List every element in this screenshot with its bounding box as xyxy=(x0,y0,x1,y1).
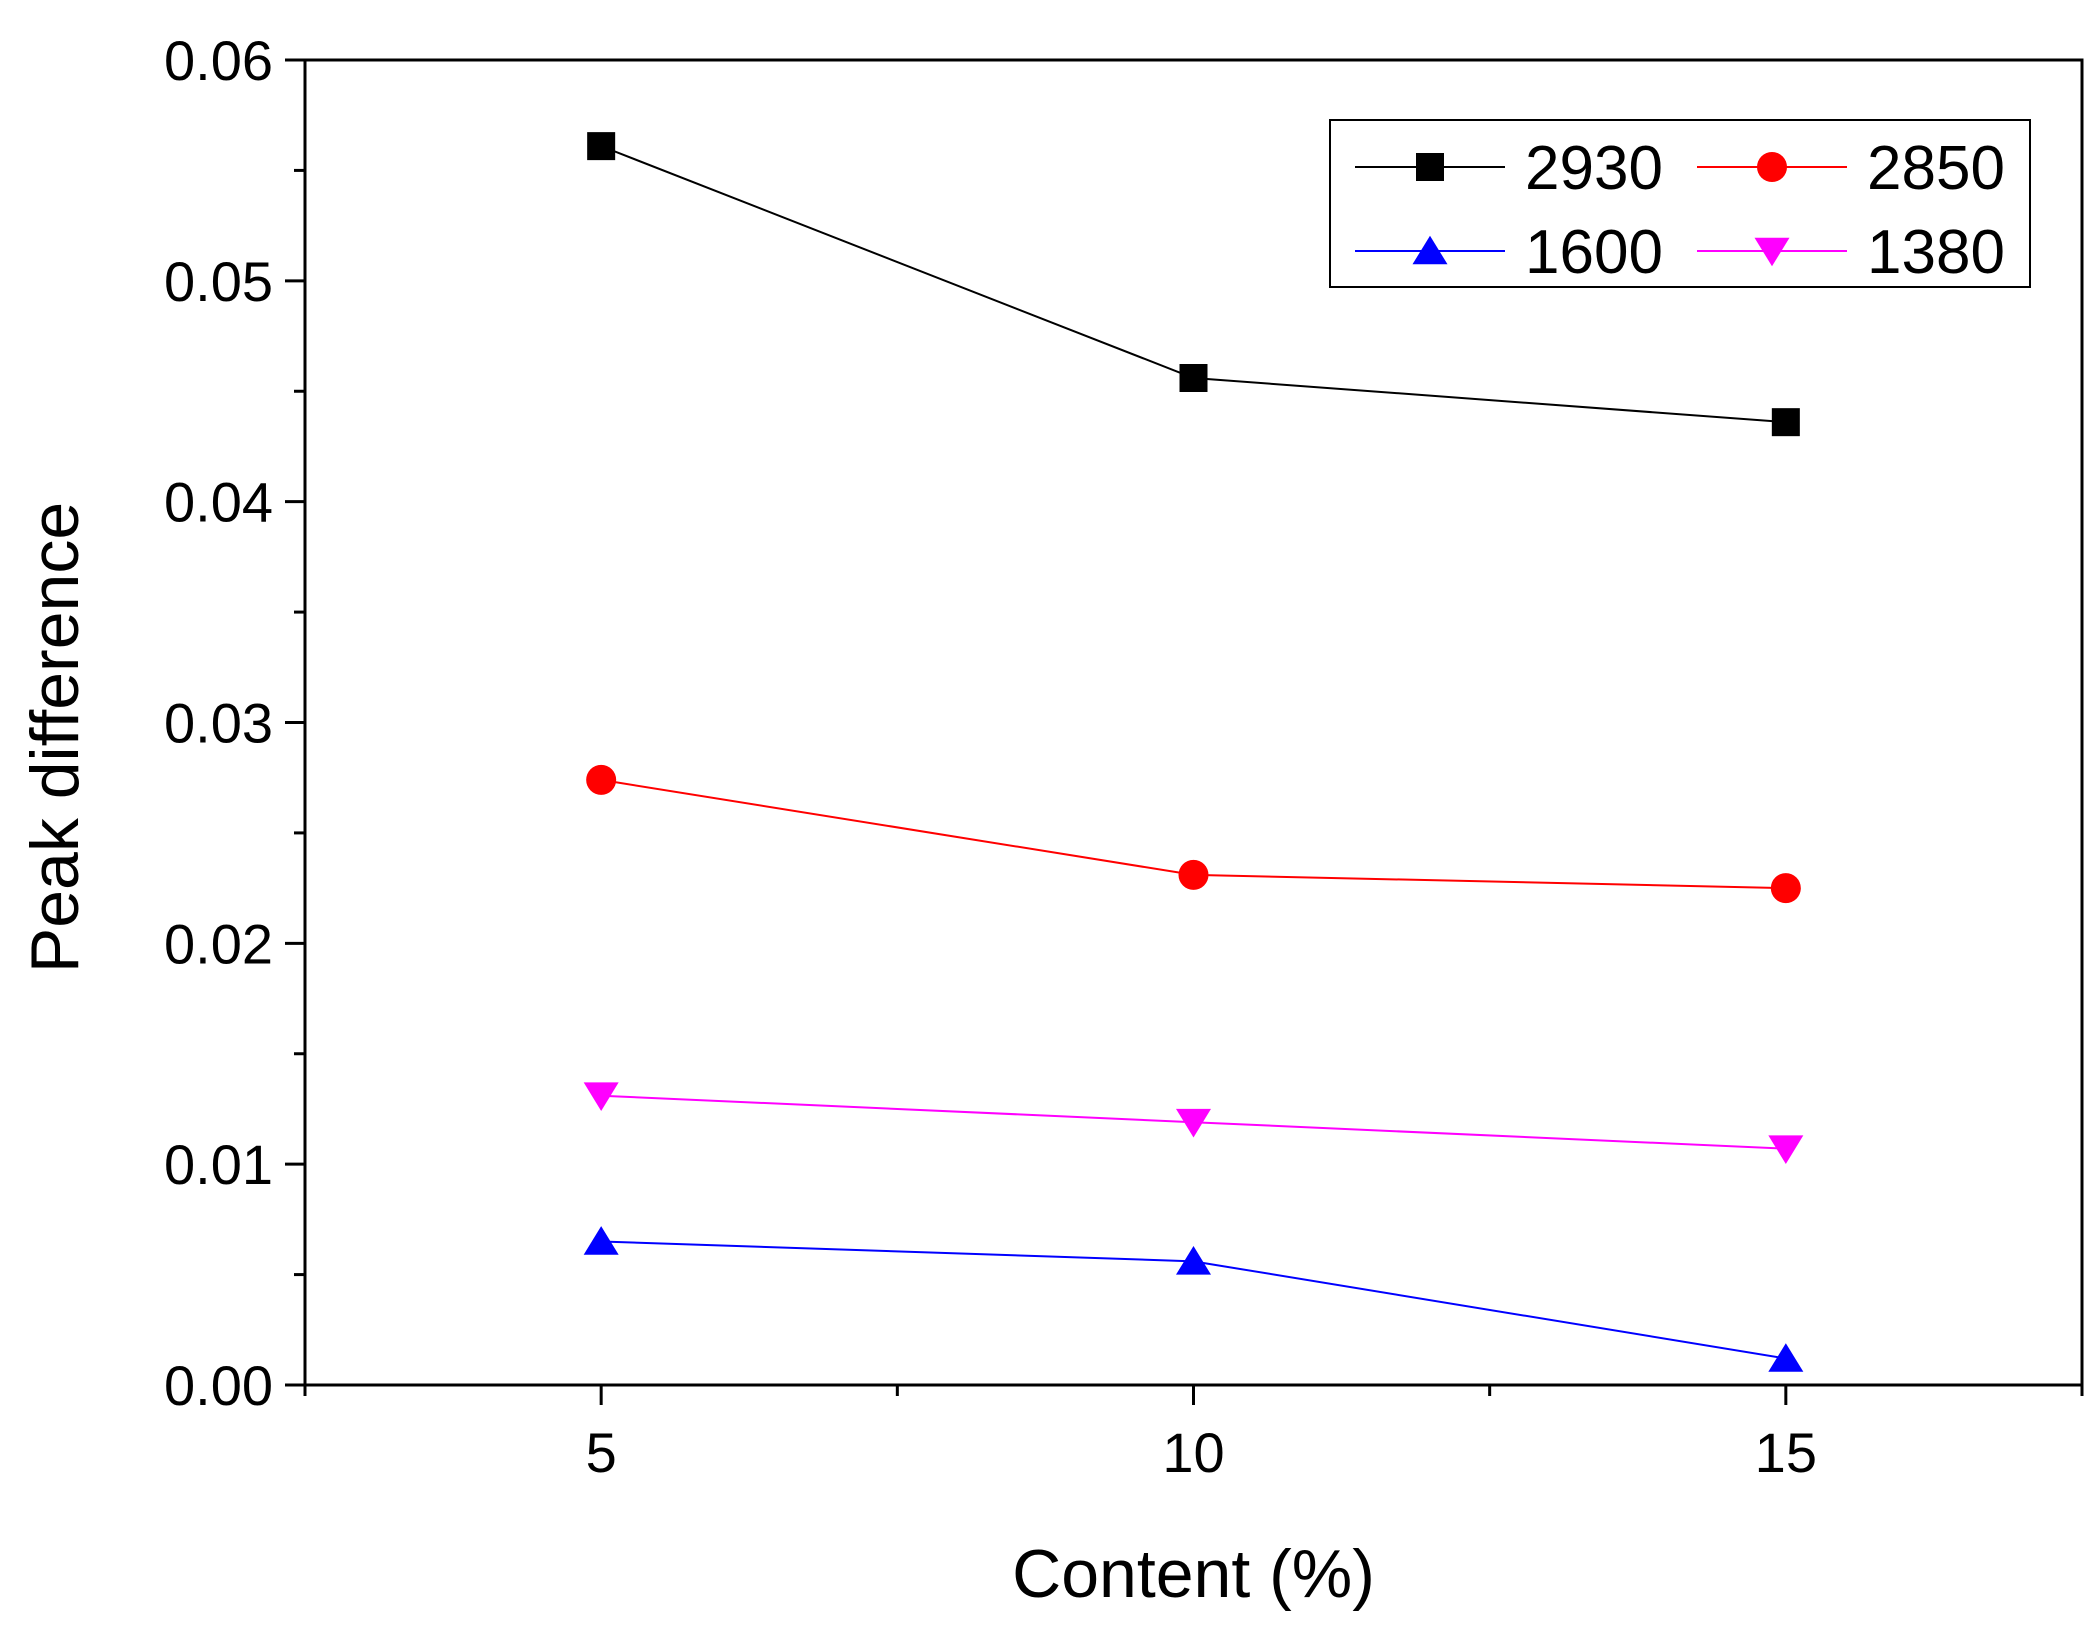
series-1600 xyxy=(583,1226,1804,1372)
series-2930 xyxy=(587,132,1800,437)
legend-marker xyxy=(1416,153,1444,181)
legend-label: 1380 xyxy=(1867,218,2005,287)
y-tick-label: 0.02 xyxy=(164,912,273,975)
data-point-1600 xyxy=(583,1226,619,1255)
legend-marker xyxy=(1412,235,1448,265)
legend-entry-1380: 1380 xyxy=(1697,218,2005,287)
legend-entry-2850: 2850 xyxy=(1697,134,2005,203)
data-point-2850 xyxy=(1770,873,1801,904)
axes: 0.00 0.01 0.02 0.03 0.04 0.05 0.06 5 10 15 xyxy=(164,29,2084,1484)
data-point-1600 xyxy=(1768,1343,1804,1372)
y-axis-title: Peak difference xyxy=(17,502,93,973)
y-tick-label: 0.06 xyxy=(164,29,273,92)
series-2850 xyxy=(586,764,1801,904)
legend-label: 2930 xyxy=(1525,134,1663,203)
data-point-2930 xyxy=(1771,408,1800,437)
x-tick-label: 15 xyxy=(1755,1421,1817,1484)
series-layer xyxy=(583,132,1804,1372)
x-tick-label: 5 xyxy=(586,1421,617,1484)
data-point-1600 xyxy=(1176,1246,1211,1275)
data-point-2930 xyxy=(1179,364,1208,392)
data-point-2850 xyxy=(586,764,617,795)
data-point-1380 xyxy=(1768,1135,1804,1165)
y-tick-label: 0.01 xyxy=(164,1133,273,1196)
data-point-2930 xyxy=(587,132,616,161)
data-point-2850 xyxy=(1178,859,1209,890)
x-axis-title: Content (%) xyxy=(1012,1536,1375,1612)
legend-box xyxy=(1329,119,2031,288)
data-point-1380 xyxy=(1176,1108,1211,1138)
y-tick-label: 0.00 xyxy=(164,1354,273,1417)
legend-marker xyxy=(1754,237,1790,267)
y-tick-label: 0.05 xyxy=(164,250,273,313)
legend-entry-2930: 2930 xyxy=(1355,134,1663,203)
series-1380 xyxy=(583,1082,1804,1165)
y-tick-label: 0.03 xyxy=(164,692,273,755)
legend-label: 2850 xyxy=(1867,134,2005,203)
legend-label: 1600 xyxy=(1525,218,1663,287)
y-tick-label: 0.04 xyxy=(164,471,273,534)
x-tick-label: 10 xyxy=(1162,1421,1224,1484)
legend-marker xyxy=(1757,152,1787,182)
legend-entry-1600: 1600 xyxy=(1355,218,1663,287)
legend: 2930 2850 1600 1380 xyxy=(1329,119,2031,288)
data-point-1380 xyxy=(583,1082,619,1112)
